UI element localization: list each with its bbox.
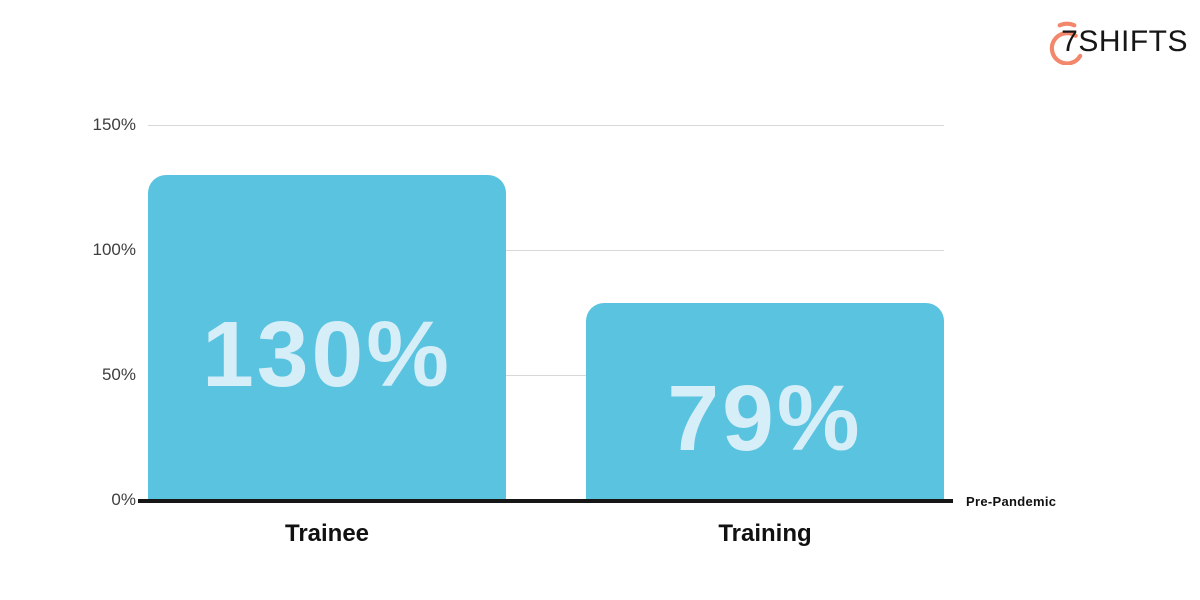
gridline: [148, 125, 944, 126]
x-axis-baseline: [138, 499, 953, 503]
gridline: [148, 375, 944, 376]
gridline: [148, 250, 944, 251]
bar-training: 79%: [586, 302, 944, 500]
y-tick-label: 0%: [111, 490, 136, 509]
category-label: Trainee: [284, 520, 370, 547]
plot-area: 150% 100% 50% 0% 130% Trainee 79% Training: [93, 115, 944, 547]
bar-trainee: 130%: [148, 175, 506, 500]
y-tick-label: 50%: [101, 365, 136, 384]
category-label: Training: [718, 520, 812, 547]
baseline-label: Pre-Pandemic: [966, 494, 1057, 509]
bar-value-label: 130%: [202, 302, 452, 406]
y-tick-label: 100%: [92, 240, 136, 259]
logo-text: 7SHIFTS: [1061, 25, 1188, 58]
y-tick-label: 150%: [92, 115, 136, 134]
logo: 7SHIFTS: [1044, 18, 1188, 66]
stopwatch-icon: [1050, 21, 1083, 65]
bar-value-label: 79%: [667, 365, 863, 470]
